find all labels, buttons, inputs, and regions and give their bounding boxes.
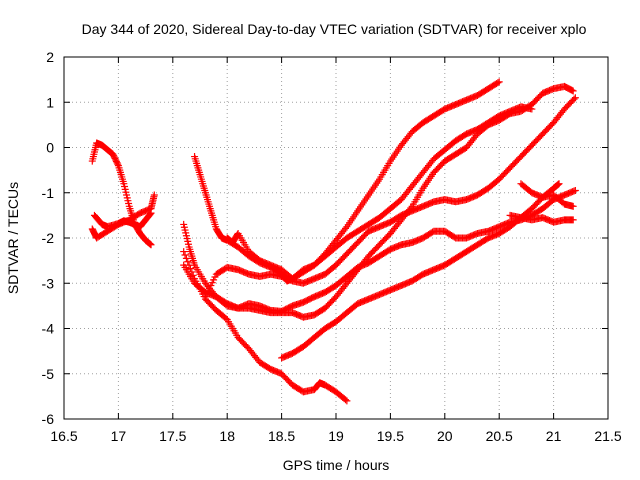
data-point [184, 258, 192, 266]
x-tick-label: 18.5 [268, 428, 295, 444]
data-point [114, 160, 122, 168]
x-tick-label: 21.5 [594, 428, 621, 444]
data-point [342, 396, 350, 404]
y-tick-label: 0 [46, 140, 54, 156]
y-tick-label: -4 [42, 321, 55, 337]
tick-layer: 16.5 17 17.5 18 18.5 19 19.5 20 20.5 21 21.5-6-5-4… [42, 49, 622, 444]
data-point [569, 202, 577, 210]
data-point [146, 210, 154, 218]
y-tick-label: -2 [42, 230, 55, 246]
data-point [147, 241, 155, 249]
data-layer [88, 78, 579, 405]
x-tick-label: 19 [328, 428, 344, 444]
y-tick-label: -6 [42, 411, 55, 427]
data-point [146, 211, 154, 219]
data-point [528, 105, 536, 113]
y-axis-label: SDTVAR / TECUs [5, 182, 21, 294]
series-arc-f [180, 82, 577, 321]
data-point [571, 94, 579, 102]
data-point [150, 191, 158, 199]
y-tick-label: -1 [42, 185, 55, 201]
x-tick-label: 17 [111, 428, 127, 444]
y-tick-label: 2 [46, 49, 54, 65]
data-point [569, 87, 577, 95]
data-point [185, 261, 193, 269]
data-point [570, 95, 578, 103]
data-point [343, 397, 351, 405]
data-point [571, 186, 579, 194]
series-arc-c [90, 209, 155, 231]
data-point [188, 268, 196, 276]
x-tick-label: 21 [546, 428, 562, 444]
data-point [342, 224, 350, 232]
x-tick-label: 20.5 [486, 428, 513, 444]
x-tick-label: 16.5 [50, 428, 77, 444]
series-arc-i [201, 94, 579, 301]
x-tick-label: 19.5 [377, 428, 404, 444]
chart-title: Day 344 of 2020, Sidereal Day-to-day VTE… [82, 21, 587, 37]
x-tick-label: 20 [437, 428, 453, 444]
x-axis-label: GPS time / hours [283, 457, 390, 473]
data-point [147, 209, 155, 217]
data-point [555, 180, 563, 188]
series-arc-l [506, 211, 577, 226]
data-point [569, 216, 577, 224]
x-tick-label: 18 [219, 428, 235, 444]
series-arc-h [223, 103, 536, 283]
data-point [494, 79, 502, 87]
y-tick-label: -3 [42, 275, 55, 291]
x-tick-label: 17.5 [159, 428, 186, 444]
data-point [186, 265, 194, 273]
series-arc-a [88, 139, 155, 249]
data-point [181, 251, 189, 259]
data-point [180, 248, 188, 256]
y-tick-label: -5 [42, 366, 55, 382]
data-point [495, 78, 503, 86]
data-point [182, 254, 190, 262]
series-arc-g [180, 248, 351, 405]
y-tick-label: 1 [46, 94, 54, 110]
data-point [189, 271, 197, 279]
series-arc-k [517, 180, 577, 210]
